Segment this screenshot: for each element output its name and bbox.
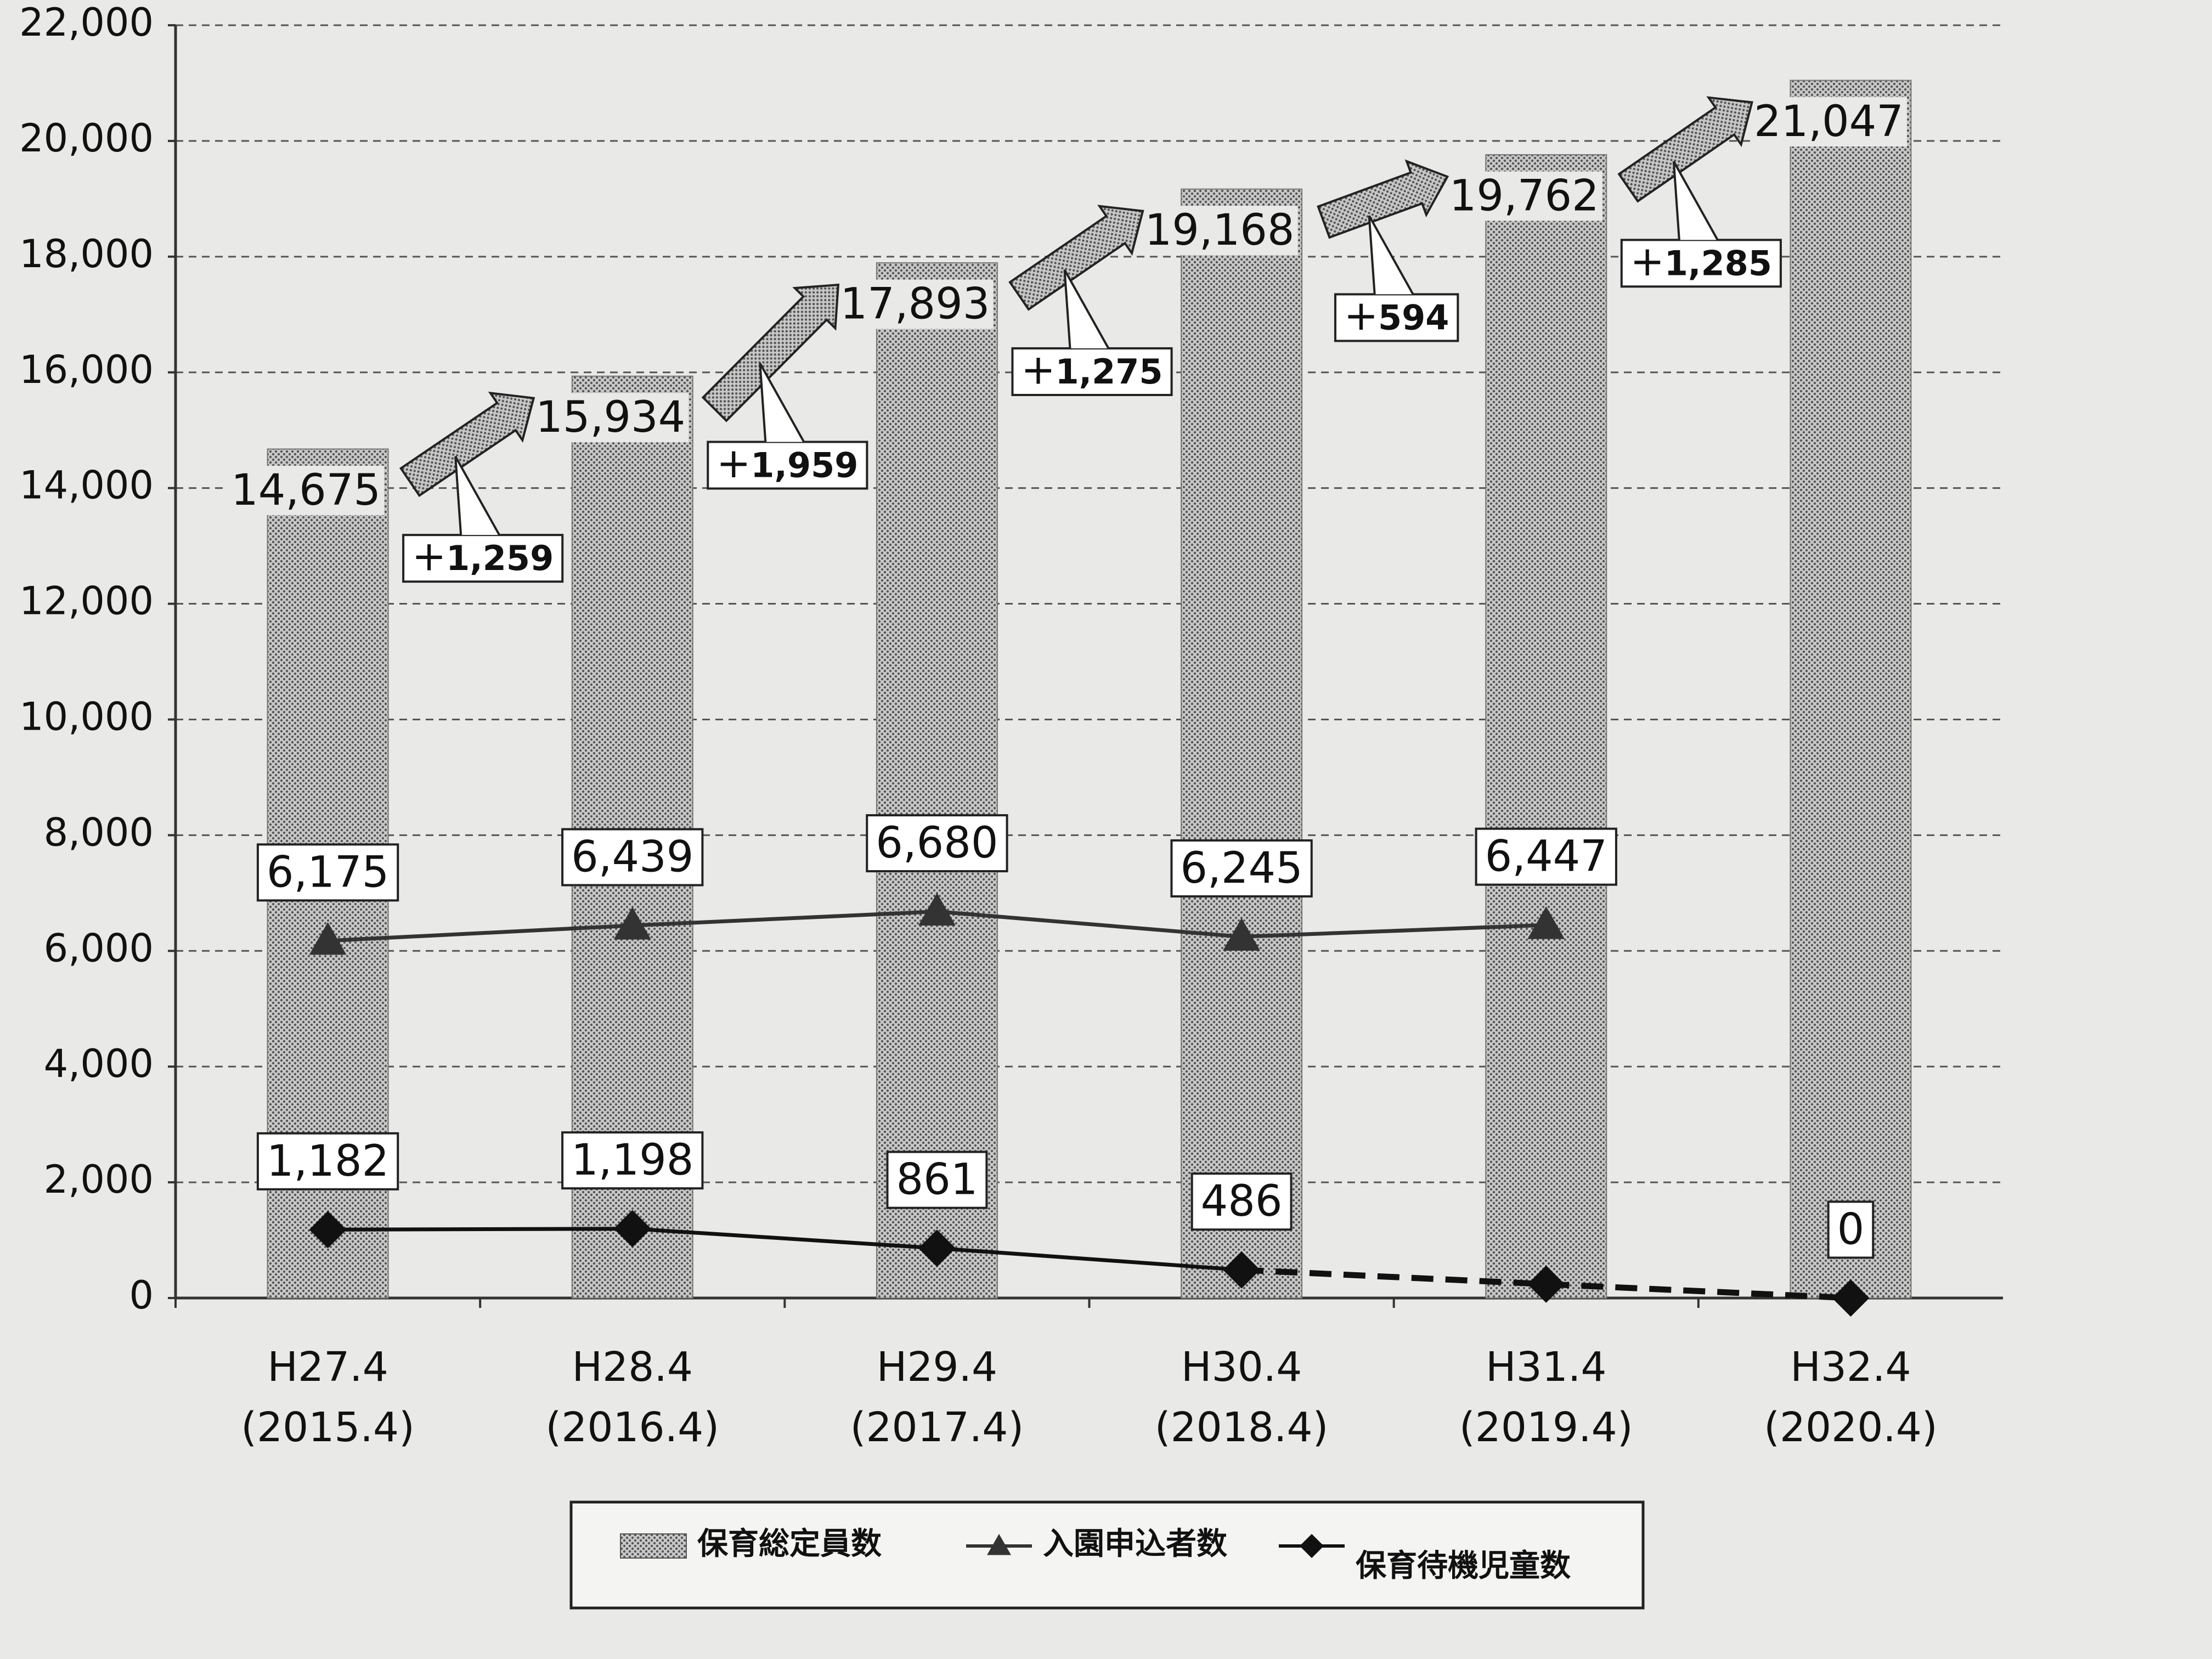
callout-pointer (759, 363, 805, 443)
increment-label-box (707, 441, 868, 490)
bar-value-label-bg (228, 465, 385, 515)
line-value-label-box (1190, 1172, 1293, 1231)
line-value-label-box (1475, 827, 1617, 886)
line-value-label: 0 (1837, 1205, 1865, 1254)
marker (1527, 1265, 1565, 1303)
legend-label: 保育総定員数 (697, 1526, 882, 1562)
y-tick-label: 14,000 (19, 463, 154, 508)
marker (1527, 906, 1565, 939)
increment-arrow (1617, 96, 1753, 203)
callout-pointer (1672, 161, 1719, 241)
line-value-label: 486 (1201, 1177, 1283, 1226)
line-value-label: 6,245 (1180, 844, 1302, 893)
x-tick-label: H32.4 (2020.4) (1764, 1344, 1938, 1451)
increment-arrow (1317, 159, 1449, 239)
marker (309, 1211, 347, 1249)
increment-label-box (402, 534, 564, 583)
legend-box (569, 1500, 1645, 1610)
line-value-label-box (561, 1131, 704, 1190)
bar-value-label-bg (532, 393, 689, 443)
bar-value-label: 19,168 (1145, 206, 1295, 255)
y-tick-label: 12,000 (19, 579, 154, 624)
bar-value-label: 19,762 (1449, 171, 1599, 221)
legend-swatch (620, 1533, 687, 1559)
arrow-shape (399, 391, 535, 498)
marker (918, 893, 956, 926)
arrow-shape (1317, 159, 1449, 239)
line-value-label: 1,198 (571, 1136, 693, 1185)
legend-marker (1300, 1534, 1324, 1558)
marker (613, 906, 651, 940)
increment-label: ＋594 (1344, 297, 1449, 337)
y-tick-label: 20,000 (19, 116, 154, 161)
increment-label: ＋1,259 (412, 538, 554, 578)
line-value-label-box (886, 1150, 988, 1209)
line-value-label: 6,439 (571, 832, 693, 882)
line-value-label-box (256, 1132, 399, 1190)
x-tick-label: H31.4 (2019.4) (1459, 1344, 1633, 1451)
bar-value-label-bg (1750, 97, 1907, 146)
callout-pointer (1368, 215, 1414, 295)
y-tick-label: 16,000 (19, 347, 154, 392)
y-tick-label: 6,000 (44, 926, 154, 970)
increment-label: ＋1,959 (716, 445, 858, 485)
increment-label-box (1334, 293, 1459, 342)
legend-marker (987, 1534, 1011, 1555)
increment-arrow (399, 391, 535, 498)
line-value-label: 6,680 (876, 819, 998, 868)
x-tick-label: H29.4 (2017.4) (850, 1344, 1024, 1451)
x-tick-label: H30.4 (2018.4) (1155, 1344, 1329, 1451)
x-tick-label: H28.4 (2016.4) (545, 1344, 719, 1451)
legend-label: 入園申込者数 (1043, 1526, 1227, 1562)
bar (1181, 188, 1303, 1299)
marker (1223, 1251, 1261, 1289)
marker (1832, 1279, 1870, 1317)
marker (309, 922, 347, 955)
increment-label-box (1620, 239, 1782, 288)
arrow-shape (1008, 205, 1144, 311)
callout-pointer (454, 456, 500, 536)
line-value-label-box (1827, 1200, 1875, 1259)
legend-label: 保育待機児童数 (1356, 1548, 1571, 1584)
arrow-shape (1617, 96, 1753, 203)
line-value-label-box (256, 843, 399, 902)
x-tick-label: H27.4 (2015.4) (241, 1344, 415, 1451)
bar-value-label-bg (1446, 171, 1602, 221)
bar (1790, 80, 1912, 1299)
increment-arrow (1008, 205, 1144, 311)
line-value-label: 1,182 (267, 1137, 389, 1186)
bar-value-label: 14,675 (231, 466, 381, 515)
y-tick-label: 10,000 (19, 694, 154, 739)
y-tick-label: 2,000 (44, 1157, 154, 1202)
y-tick-label: 8,000 (44, 810, 154, 855)
bar-value-label: 15,934 (535, 393, 685, 442)
line-value-label-box (561, 828, 704, 887)
line (328, 1227, 1242, 1272)
line-value-label-box (1170, 839, 1313, 898)
bar-value-label: 17,893 (840, 280, 990, 329)
marker (1223, 918, 1261, 951)
y-tick-label: 22,000 (19, 0, 154, 45)
line-value-label: 6,175 (267, 848, 389, 897)
bar-value-label: 21,047 (1754, 97, 1904, 146)
increment-label: ＋1,275 (1021, 352, 1163, 392)
arrow-shape (701, 283, 840, 422)
bar (876, 262, 998, 1299)
line-value-label-box (866, 814, 1008, 873)
line-value-label: 861 (896, 1155, 978, 1205)
y-tick-label: 4,000 (44, 1041, 154, 1086)
marker (613, 1210, 651, 1248)
y-tick-label: 18,000 (19, 232, 154, 276)
bar-value-label-bg (837, 279, 994, 329)
bar-value-label-bg (1141, 206, 1298, 256)
y-tick-label: 0 (129, 1273, 154, 1318)
marker (918, 1229, 956, 1267)
increment-label: ＋1,285 (1630, 243, 1772, 283)
line-value-label: 6,447 (1485, 832, 1607, 882)
increment-arrow (701, 283, 840, 422)
callout-pointer (1063, 269, 1110, 349)
bar (1485, 154, 1607, 1299)
